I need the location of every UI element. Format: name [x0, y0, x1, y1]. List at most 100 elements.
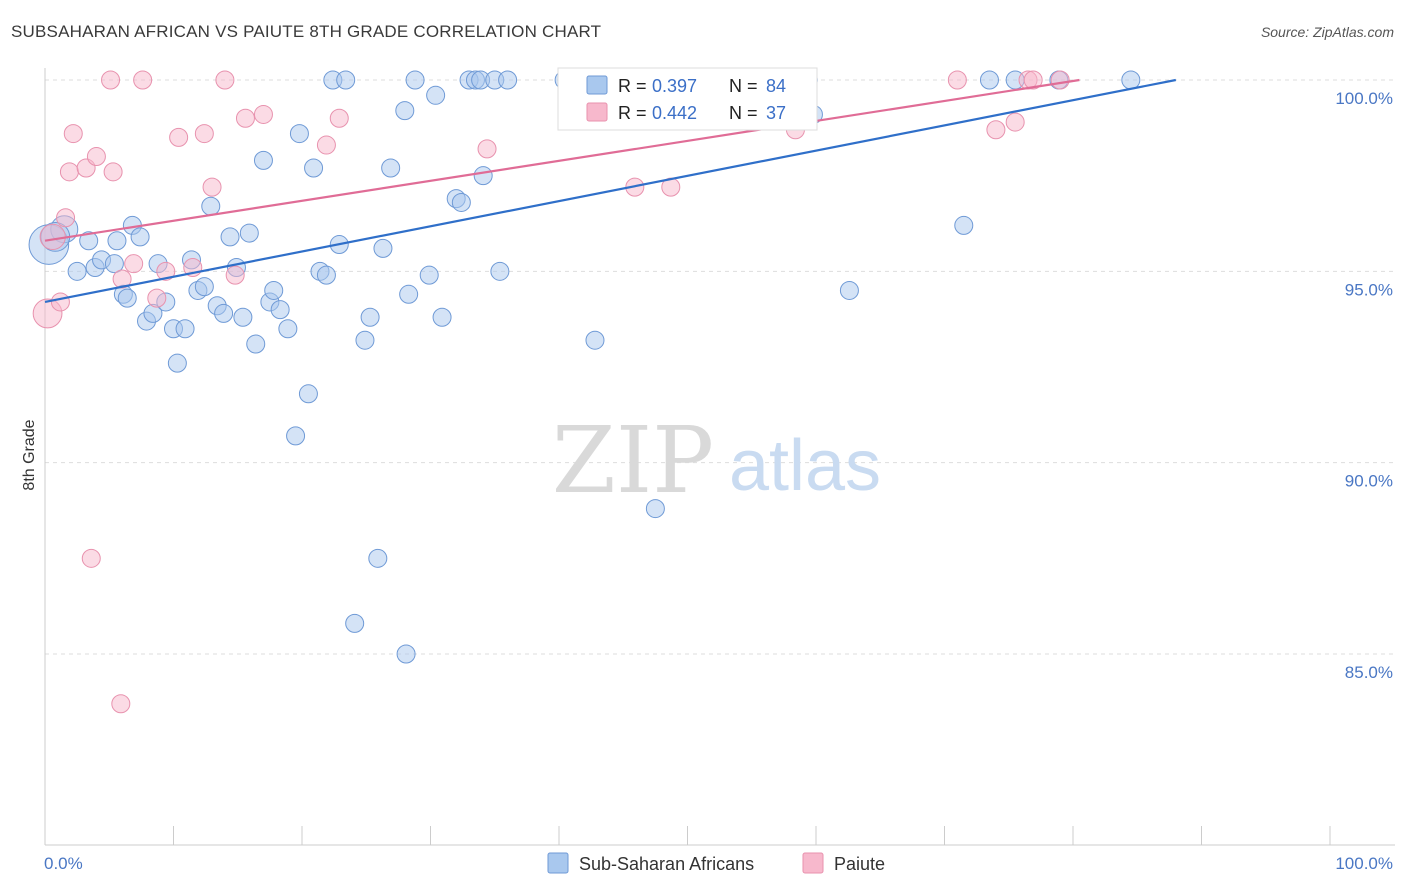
data-points: [28, 70, 1141, 714]
stats-legend: R = 0.397 N = 84 R = 0.442 N = 37: [557, 67, 818, 131]
paiute-point: [81, 548, 101, 568]
sub-saharan-point: [405, 70, 425, 90]
paiute-point: [50, 292, 70, 312]
paiute-point: [215, 70, 235, 90]
sub-saharan-point: [336, 70, 356, 90]
paiute-point: [253, 104, 273, 124]
sub-saharan-point: [233, 307, 253, 327]
series-legend-label: Sub-Saharan Africans: [579, 854, 754, 874]
x-tick-label: 100.0%: [1335, 854, 1393, 873]
sub-saharan-point: [355, 330, 375, 350]
sub-saharan-point: [432, 307, 452, 327]
paiute-point: [63, 124, 83, 144]
sub-saharan-point: [104, 254, 124, 274]
paiute-trend-line: [44, 78, 1080, 242]
sub-saharan-point: [345, 613, 365, 633]
sub-saharan-point: [419, 265, 439, 285]
chart-title: SUBSAHARAN AFRICAN VS PAIUTE 8TH GRADE C…: [11, 22, 602, 41]
sub-saharan-point: [396, 644, 416, 664]
y-axis-title: 8th Grade: [21, 419, 38, 490]
y-tick-label: 85.0%: [1345, 663, 1393, 682]
x-tick-label: 0.0%: [44, 854, 83, 873]
paiute-point: [39, 223, 66, 250]
sub-saharan-point: [490, 261, 510, 281]
legend-n-label: N =: [729, 103, 758, 123]
sub-saharan-point: [373, 238, 393, 258]
sub-saharan-point: [645, 499, 665, 519]
paiute-point: [235, 108, 255, 128]
paiute-point: [124, 254, 144, 274]
sub-saharan-point: [979, 70, 999, 90]
sub-saharan-point: [381, 158, 401, 178]
sub-saharan-point: [399, 284, 419, 304]
sub-saharan-point: [360, 307, 380, 327]
paiute-point: [169, 127, 189, 147]
paiute-point: [316, 135, 336, 155]
sub-saharan-point: [264, 280, 284, 300]
grid-lines: [45, 79, 1395, 655]
paiute-point: [156, 261, 176, 281]
paiute-point: [56, 208, 76, 228]
trend-lines: [44, 78, 1177, 304]
series-legend-swatch: [547, 852, 569, 874]
sub-saharan-point: [316, 265, 336, 285]
sub-saharan-point: [298, 384, 318, 404]
paiute-point: [947, 70, 967, 90]
legend-r-label: R =: [618, 103, 647, 123]
legend-n-label: N =: [729, 76, 758, 96]
watermark-atlas: atlas: [729, 426, 881, 506]
paiute-point: [1023, 70, 1043, 90]
sub-saharan-point: [239, 223, 259, 243]
paiute-point: [133, 70, 153, 90]
sub-saharan-point: [289, 124, 309, 144]
tick-labels: 100.0% 95.0% 90.0% 85.0% 0.0% 100.0% 8th Grade: [21, 89, 1393, 873]
legend-n-value: 37: [766, 103, 786, 123]
sub-saharan-point: [278, 319, 298, 339]
sub-saharan-point: [839, 280, 859, 300]
legend-swatch: [586, 75, 608, 95]
sub-saharan-point: [246, 334, 266, 354]
sub-saharan-point: [67, 261, 87, 281]
series-legend: Sub-Saharan Africans Paiute: [547, 852, 885, 874]
sub-saharan-point: [194, 277, 214, 297]
sub-saharan-point: [220, 227, 240, 247]
y-tick-label: 100.0%: [1335, 89, 1393, 108]
source-credit: Source: ZipAtlas.com: [1260, 24, 1394, 40]
paiute-point: [225, 265, 245, 285]
sub-saharan-point: [175, 319, 195, 339]
sub-saharan-point: [451, 192, 471, 212]
sub-saharan-point: [253, 150, 273, 170]
paiute-point: [202, 177, 222, 197]
legend-r-value: 0.397: [652, 76, 697, 96]
series-legend-swatch: [802, 852, 824, 874]
legend-r-value: 0.442: [652, 103, 697, 123]
paiute-point: [112, 269, 132, 289]
paiute-point: [1050, 70, 1070, 90]
paiute-point: [59, 162, 79, 182]
sub-saharan-point: [107, 231, 127, 251]
legend-r-label: R =: [618, 76, 647, 96]
paiute-point: [101, 70, 121, 90]
sub-saharan-point: [426, 85, 446, 105]
sub-saharan-point: [286, 426, 306, 446]
sub-saharan-point: [167, 353, 187, 373]
sub-saharan-point: [1121, 70, 1141, 90]
paiute-point: [1005, 112, 1025, 132]
y-tick-label: 90.0%: [1345, 472, 1393, 491]
y-tick-label: 95.0%: [1345, 280, 1393, 299]
sub-saharan-point: [473, 166, 493, 186]
sub-saharan-point: [270, 300, 290, 320]
sub-saharan-point: [130, 227, 150, 247]
legend-n-value: 84: [766, 76, 786, 96]
paiute-point: [147, 288, 167, 308]
sub-saharan-point: [304, 158, 324, 178]
paiute-point: [194, 124, 214, 144]
series-legend-label: Paiute: [834, 854, 885, 874]
sub-saharan-trend-line: [44, 78, 1177, 304]
sub-saharan-point: [395, 101, 415, 121]
sub-saharan-point: [79, 231, 99, 251]
sub-saharan-point: [585, 330, 605, 350]
paiute-point: [986, 120, 1006, 140]
sub-saharan-point: [954, 215, 974, 235]
sub-saharan-point: [214, 303, 234, 323]
